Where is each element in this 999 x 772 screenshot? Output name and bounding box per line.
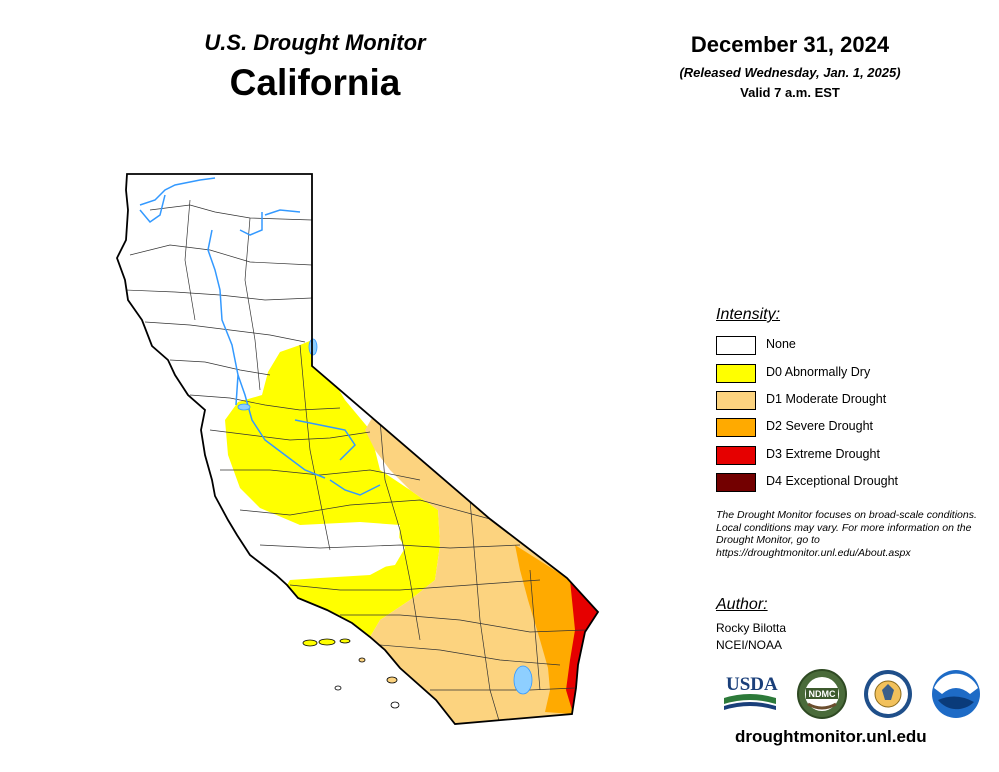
lakes bbox=[237, 338, 533, 695]
legend-label: D4 Exceptional Drought bbox=[766, 474, 899, 488]
none-pocket bbox=[255, 520, 405, 570]
swatch-none bbox=[716, 336, 756, 355]
map-subtitle: U.S. Drought Monitor bbox=[204, 30, 426, 55]
legend-label: None bbox=[766, 337, 796, 351]
noaa-logo-text: NOAA bbox=[946, 677, 967, 684]
author-title: Author: bbox=[716, 596, 768, 613]
state-border bbox=[116, 173, 600, 725]
legend-title: Intensity: bbox=[716, 306, 781, 323]
partner-logos: USDA NDMC NOAA bbox=[724, 669, 980, 719]
d1-region bbox=[365, 418, 598, 724]
ndmc-logo-text: NDMC bbox=[809, 689, 836, 699]
swatch-d2 bbox=[716, 418, 756, 437]
legend-label: D1 Moderate Drought bbox=[766, 392, 887, 406]
noaa-logo: NOAA bbox=[932, 670, 980, 718]
map-title: California bbox=[229, 62, 401, 103]
legend-label: D2 Severe Drought bbox=[766, 419, 874, 433]
swatch-d4 bbox=[716, 473, 756, 492]
rivers bbox=[139, 177, 381, 496]
legend-label: D3 Extreme Drought bbox=[766, 447, 880, 461]
doc-seal-logo bbox=[864, 670, 912, 718]
author-name: Rocky Bilotta bbox=[716, 621, 787, 635]
usda-logo-text: USDA bbox=[726, 674, 778, 695]
website-url[interactable]: droughtmonitor.unl.edu bbox=[735, 727, 927, 746]
swatch-d1 bbox=[716, 391, 756, 410]
california-drought-map bbox=[116, 173, 600, 725]
map-date: December 31, 2024 bbox=[690, 32, 890, 57]
legend-label: D0 Abnormally Dry bbox=[766, 365, 871, 379]
ndmc-logo: NDMC bbox=[797, 669, 847, 719]
county-lines bbox=[124, 199, 586, 724]
valid-time: Valid 7 a.m. EST bbox=[740, 85, 840, 100]
d0-region bbox=[225, 278, 440, 637]
swatch-d0 bbox=[716, 364, 756, 383]
channel-islands bbox=[302, 638, 400, 709]
swatch-d3 bbox=[716, 446, 756, 465]
release-note: (Released Wednesday, Jan. 1, 2025) bbox=[679, 65, 901, 80]
usda-logo: USDA bbox=[724, 674, 778, 710]
author-org: NCEI/NOAA bbox=[716, 638, 783, 652]
disclaimer-note: The Drought Monitor focuses on broad-sca… bbox=[716, 509, 977, 559]
